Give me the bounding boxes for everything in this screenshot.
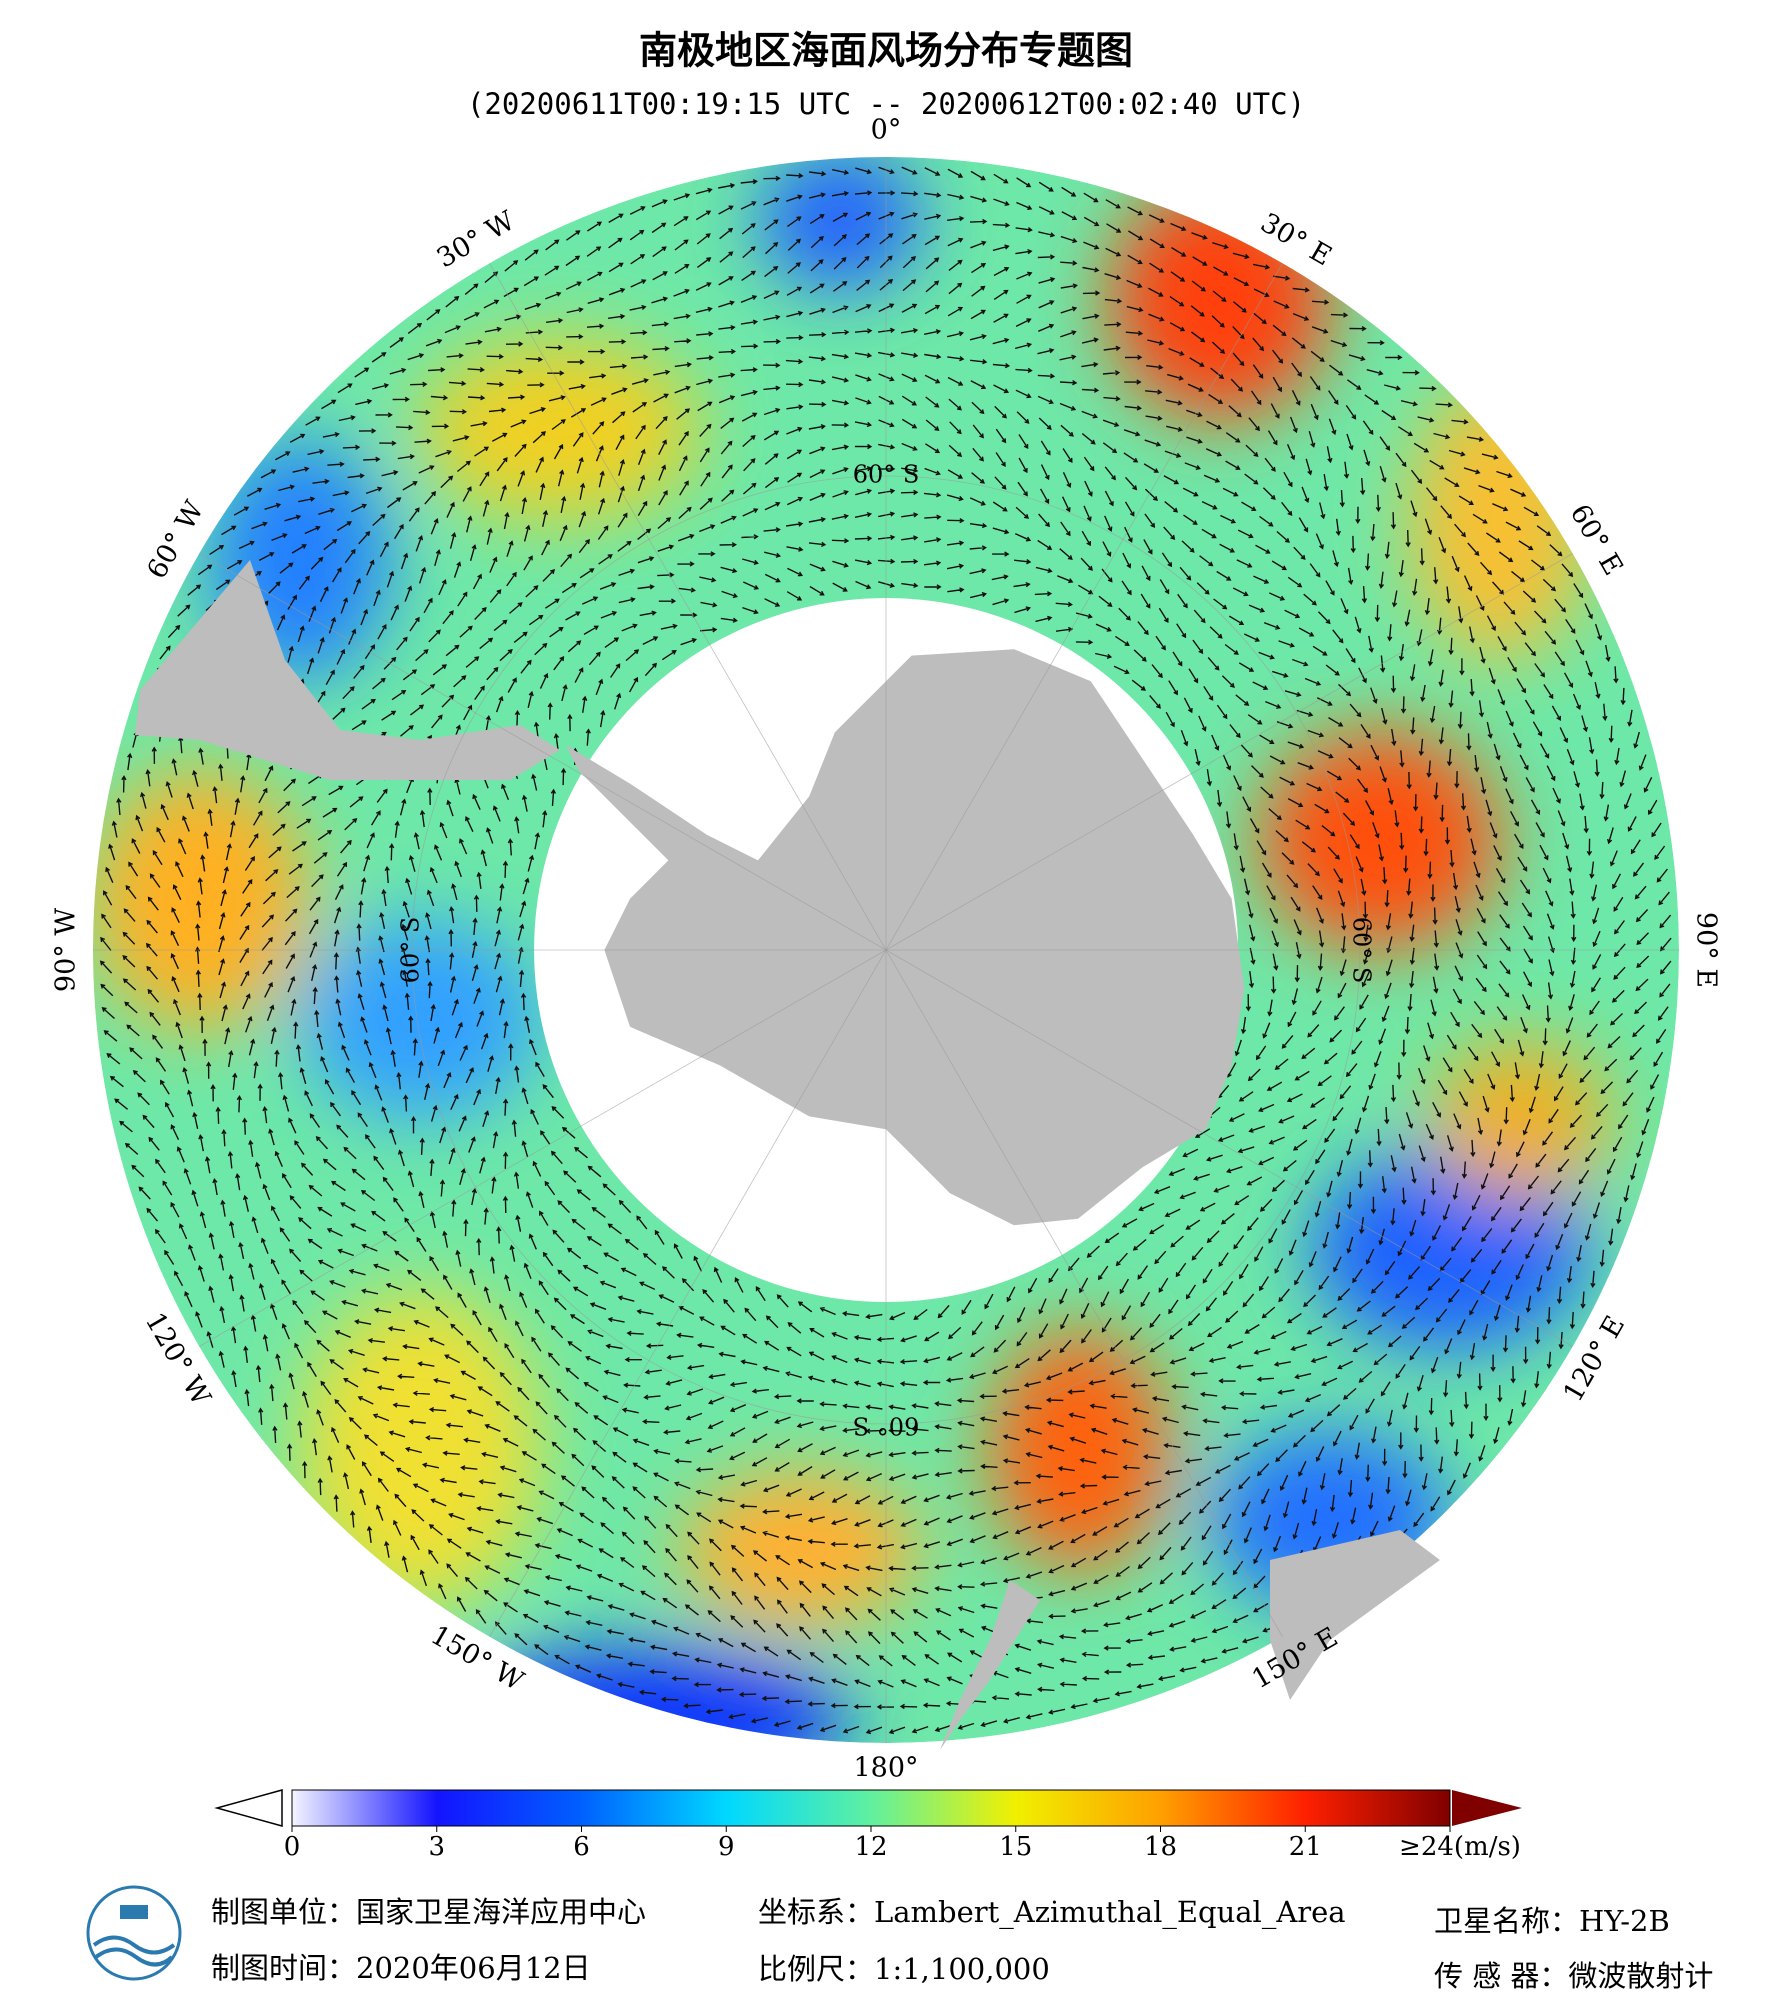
longitude-label: 0° xyxy=(871,115,902,146)
latitude-label: 60° S xyxy=(397,917,425,984)
colorbar-tick-label: 18 xyxy=(1144,1832,1177,1862)
colorbar-tick-label: 12 xyxy=(854,1832,887,1862)
parallel xyxy=(411,475,1361,1425)
latitude-label: 60° S xyxy=(1348,917,1376,984)
satellite-name: 卫星名称：HY-2B xyxy=(1434,1904,1670,1938)
logo xyxy=(86,1885,182,1981)
graticule xyxy=(93,157,1679,1743)
colorbar-under xyxy=(214,1789,283,1827)
antarctica xyxy=(566,649,1245,1226)
map-scale: 比例尺：1:1,100,000 xyxy=(758,1952,1050,1986)
colorbar xyxy=(291,1789,1451,1827)
colorbar-over xyxy=(1452,1790,1522,1826)
meridian xyxy=(199,949,887,1347)
subtitle: (20200611T00:19:15 UTC -- 20200612T00:02… xyxy=(467,87,1305,121)
meridian xyxy=(489,949,887,1637)
map-date: 制图时间：2020年06月12日 xyxy=(211,1951,591,1985)
colorbar-tick-label: 9 xyxy=(718,1832,735,1862)
meridian xyxy=(885,553,1573,951)
longitude-label: 90° E xyxy=(1691,912,1722,988)
meridian xyxy=(885,263,1283,951)
latitude-label: 60° S xyxy=(853,461,920,489)
sensor: 传 感 器：微波散射计 xyxy=(1434,1959,1713,1993)
meridian xyxy=(885,949,1573,1347)
latitude-label: 60° S xyxy=(853,1412,920,1440)
coordinate-system: 坐标系：Lambert_Azimuthal_Equal_Area xyxy=(758,1895,1346,1930)
colorbar-tick-label: 21 xyxy=(1289,1832,1322,1862)
colorbar-tick-label: 15 xyxy=(999,1832,1032,1862)
colorbar-tick-label: ≥24(m/s) xyxy=(1399,1832,1521,1862)
australia xyxy=(1270,1530,1440,1700)
meridian xyxy=(199,553,887,951)
south-america xyxy=(135,560,560,780)
colorbar-tick-label: 6 xyxy=(573,1832,590,1862)
longitude-label: 180° xyxy=(853,1753,918,1784)
landmass xyxy=(135,560,1440,1750)
colorbar-tick-label: 3 xyxy=(428,1832,445,1862)
longitude-label: 90° W xyxy=(51,908,82,992)
colorbar-tick-label: 0 xyxy=(284,1832,301,1862)
new-zealand xyxy=(940,1580,1040,1750)
title: 南极地区海面风场分布专题图 xyxy=(639,28,1133,73)
meridian xyxy=(489,263,887,951)
map-unit: 制图单位：国家卫星海洋应用中心 xyxy=(211,1895,646,1929)
meridian xyxy=(885,949,1283,1637)
